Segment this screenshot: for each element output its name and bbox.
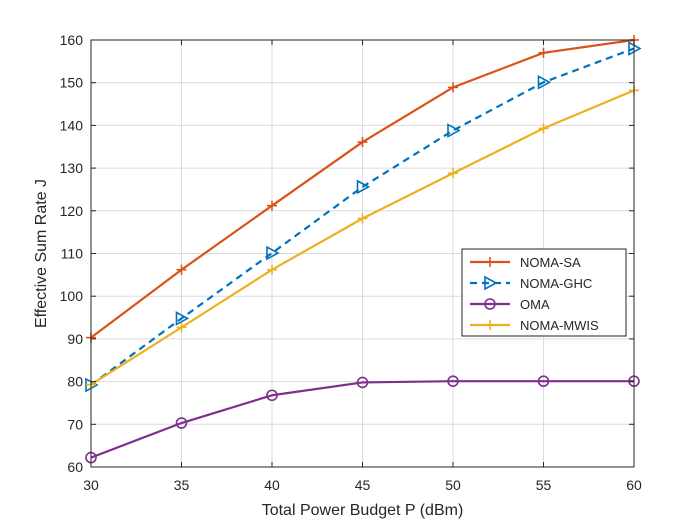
- data-point: [267, 200, 277, 211]
- data-point: [175, 311, 190, 326]
- data-point: [357, 137, 368, 148]
- data-point: [538, 47, 549, 58]
- data-point: [357, 213, 368, 224]
- series-line: [90, 380, 634, 459]
- data-point: [356, 179, 371, 195]
- axis-ticks: 30 35 40 45 50 55 60 60 70 80 90 100 110 120 130 140 150…: [60, 32, 642, 493]
- x-tick-label: 55: [536, 477, 552, 493]
- y-tick-label: 150: [60, 75, 84, 91]
- legend-label: OMA: [520, 297, 550, 312]
- data-point: [448, 82, 458, 93]
- data-point: [266, 245, 280, 261]
- x-tick-label: 35: [174, 477, 190, 493]
- series-line: [90, 47, 635, 386]
- legend-label: NOMA-MWIS: [520, 318, 599, 333]
- series-noma-mwis: [86, 85, 639, 390]
- data-point: [267, 264, 277, 275]
- legend-marker: [485, 257, 495, 267]
- y-tick-label: 60: [67, 459, 83, 475]
- data-point: [448, 168, 458, 179]
- series-layer: [85, 35, 642, 464]
- legend-entry: NOMA-SA: [470, 255, 581, 270]
- legend: NOMA-SA NOMA-GHC OMA NOMA-MWIS: [461, 248, 627, 337]
- legend-label: NOMA-SA: [520, 255, 581, 270]
- data-point: [538, 123, 549, 134]
- data-point: [447, 375, 459, 387]
- x-tick-label: 45: [355, 477, 371, 493]
- data-point: [356, 376, 369, 389]
- legend-entry: OMA: [470, 297, 550, 312]
- y-tick-label: 140: [60, 117, 84, 133]
- legend-marker: [485, 320, 495, 330]
- x-tick-label: 50: [445, 477, 461, 493]
- x-tick-label: 60: [626, 477, 642, 493]
- series-noma-sa: [86, 35, 639, 343]
- data-point: [447, 123, 461, 138]
- y-tick-label: 120: [60, 203, 84, 219]
- data-point: [176, 264, 187, 275]
- y-tick-label: 110: [61, 246, 84, 262]
- legend-entry: NOMA-GHC: [470, 275, 592, 291]
- data-point: [176, 322, 187, 333]
- y-tick-label: 80: [67, 374, 83, 390]
- y-tick-label: 100: [60, 288, 84, 304]
- data-point: [175, 417, 188, 429]
- x-axis-label: Total Power Budget P (dBm): [262, 502, 464, 519]
- legend-marker: [484, 275, 498, 291]
- data-point: [537, 375, 550, 387]
- y-tick-label: 70: [67, 416, 83, 432]
- data-point: [266, 389, 278, 402]
- legend-label: NOMA-GHC: [520, 276, 592, 291]
- legend-entry: NOMA-MWIS: [470, 318, 599, 333]
- y-tick-label: 90: [67, 331, 83, 347]
- x-tick-label: 30: [83, 477, 99, 493]
- y-tick-label: 130: [60, 160, 84, 176]
- y-tick-label: 160: [60, 32, 84, 48]
- x-tick-label: 40: [264, 477, 280, 493]
- legend-marker: [484, 298, 496, 310]
- data-point: [537, 74, 552, 90]
- y-axis-label: Effective Sum Rate J: [33, 179, 50, 328]
